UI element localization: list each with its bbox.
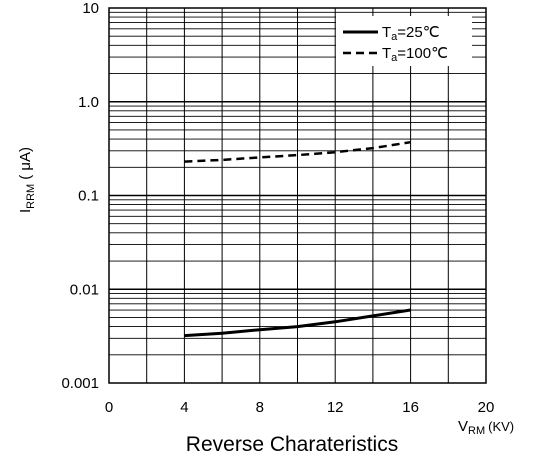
x-tick-label: 12 [327, 399, 344, 416]
y-tick-label: 0.001 [61, 375, 99, 392]
x-tick-label: 8 [256, 399, 264, 416]
series-line-100c [184, 140, 411, 163]
y-tick-label: 0.01 [70, 281, 99, 298]
x-tick-label: 0 [105, 399, 113, 416]
legend-box [336, 16, 472, 66]
series-line-25c [184, 308, 411, 338]
y-axis-label: IRRM( μA) [17, 147, 37, 213]
x-tick-labels: 0 4 8 12 16 20 [105, 399, 495, 416]
x-tick-label: 20 [478, 399, 495, 416]
plot-frame [108, 7, 487, 384]
y-tick-label: 1.0 [78, 94, 99, 111]
legend-label-100: Ta=100℃ [382, 45, 448, 64]
y-tick-labels: 10 1.0 0.1 0.01 0.001 [61, 0, 99, 392]
y-tick-label: 0.1 [78, 188, 99, 205]
legend-label-25: Ta=25℃ [382, 24, 440, 43]
x-tick-label: 4 [180, 399, 188, 416]
series-lines [184, 140, 411, 338]
x-axis-label: VRM (KV) [458, 418, 514, 437]
chart-title: Reverse Charateristics [186, 433, 398, 456]
y-tick-label: 10 [82, 0, 99, 17]
legend: Ta=25℃ Ta=100℃ [336, 16, 472, 66]
x-tick-label: 16 [402, 399, 419, 416]
